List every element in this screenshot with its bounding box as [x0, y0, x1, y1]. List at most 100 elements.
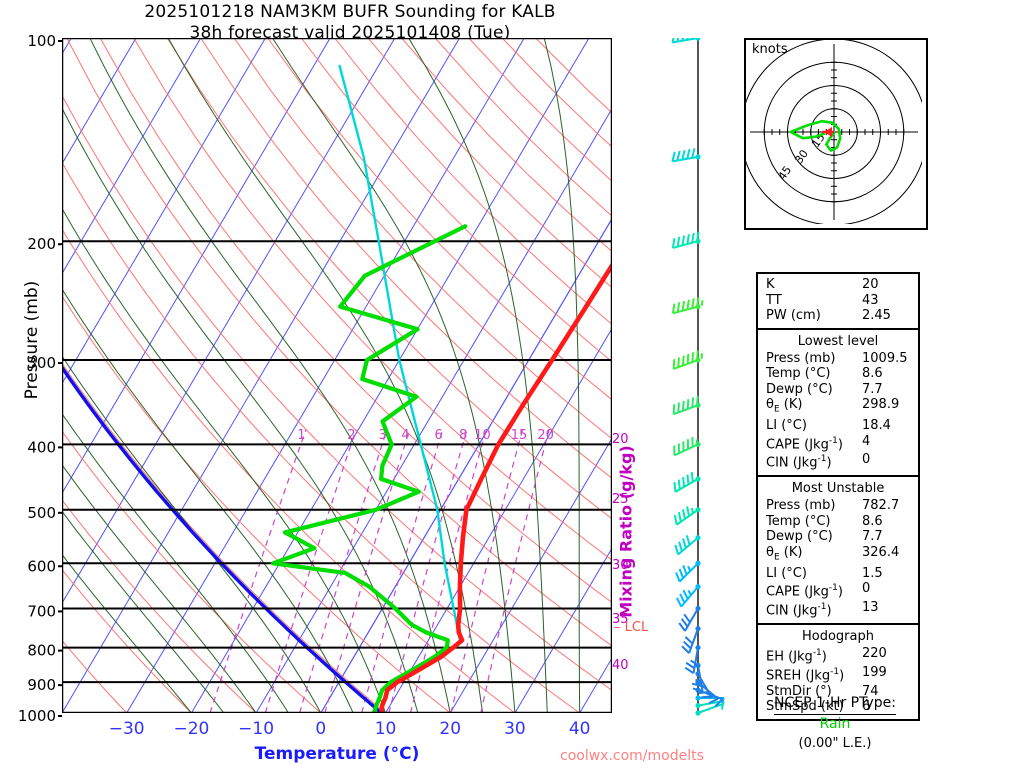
temperature-tick-labels: −30 −20 −10 0 10 20 30 40 — [109, 719, 591, 739]
stat-key: StmDir (°) — [766, 683, 832, 699]
stat-key: CIN (Jkg-1) — [766, 454, 832, 471]
lowest-level-heading: Lowest level — [797, 333, 879, 349]
stats-section-hodograph: Hodograph EH (Jkg-1) 220 SREH (Jkg-1) 199 St… — [758, 625, 918, 719]
stat-key: StmSpd (kt) — [766, 699, 844, 715]
stat-row: TT 43 — [758, 293, 918, 309]
stats-section-lowest-level: Lowest level Press (mb) 1009.5 Temp (°C) 8.… — [758, 330, 918, 478]
ptype-heading: NCEP 1-Hr PType: — [774, 694, 896, 715]
hodograph-units-label: knots — [752, 42, 788, 57]
svg-text:30: 30 — [504, 719, 526, 739]
stat-value: 13 — [862, 600, 879, 616]
height-label-20: 20 — [612, 432, 629, 447]
stat-value: 2.45 — [862, 308, 891, 323]
svg-text:20: 20 — [439, 719, 461, 739]
ncep-ptype-panel: NCEP 1-Hr PType: Rain (0.00" L.E.) — [740, 694, 930, 753]
stat-value: 1009.5 — [862, 350, 908, 366]
svg-text:200: 200 — [27, 235, 56, 253]
stat-row: Temp (°C) 8.6 — [758, 514, 918, 530]
sounding-stats-panel: K 20 TT 43 PW (cm) 2.45 Lowest level Press (m… — [756, 272, 920, 721]
svg-text:1: 1 — [297, 428, 305, 443]
stat-row: SREH (Jkg-1) 199 — [758, 665, 918, 684]
stat-value: 782.7 — [862, 498, 900, 514]
stat-value: 8.6 — [862, 366, 883, 381]
svg-text:45: 45 — [776, 164, 795, 183]
stat-value: 43 — [862, 292, 879, 308]
svg-text:2: 2 — [347, 428, 355, 443]
svg-text:700: 700 — [27, 602, 56, 620]
svg-text:900: 900 — [27, 676, 56, 694]
stat-key: TT — [766, 292, 782, 308]
stat-key: K — [766, 277, 775, 292]
height-label-35: 35 — [612, 612, 629, 627]
stat-key: Dewp (°C) — [766, 529, 833, 545]
svg-text:300: 300 — [27, 354, 56, 372]
stat-row: Press (mb) 782.7 — [758, 498, 918, 514]
stat-row: LI (°C) 1.5 — [758, 566, 918, 582]
stat-row: EH (Jkg-1) 220 — [758, 646, 918, 665]
hodograph-stats-heading: Hodograph — [802, 629, 874, 644]
svg-text:100: 100 — [27, 32, 56, 50]
stat-key: θE (K) — [766, 397, 803, 415]
stat-row: StmSpd (kt) 6 — [758, 699, 918, 715]
stat-value: 7.7 — [862, 381, 883, 397]
svg-text:10: 10 — [375, 719, 397, 739]
stat-value: 0 — [862, 581, 871, 597]
stat-value: 0 — [862, 452, 871, 468]
lcl-text: LCL — [624, 620, 649, 635]
stat-key: EH (Jkg-1) — [766, 648, 827, 665]
height-label-30: 30 — [612, 558, 629, 573]
hodograph-panel: knots 15 30 45 — [744, 38, 928, 230]
stat-key: CIN (Jkg-1) — [766, 602, 832, 619]
stat-row: StmDir (°) 74 — [758, 684, 918, 700]
stat-row: θE (K) 298.9 — [758, 397, 918, 418]
stat-value: 18.4 — [862, 418, 891, 434]
stat-key: CAPE (Jkg-1) — [766, 583, 843, 600]
credit-text: coolwx.com/modelts — [560, 748, 704, 764]
stats-section-most-unstable: Most Unstable Press (mb) 782.7 Temp (°C) 8.… — [758, 477, 918, 625]
stat-row: K 20 — [758, 277, 918, 293]
stat-key: Temp (°C) — [766, 513, 831, 529]
stat-row: Dewp (°C) 7.7 — [758, 382, 918, 398]
svg-text:400: 400 — [27, 438, 56, 456]
svg-text:20: 20 — [537, 428, 554, 443]
svg-text:0: 0 — [315, 719, 326, 739]
pressure-tick-labels: 100 200 300 400 500 600 700 800 900 1000 — [18, 32, 62, 725]
stats-section-indices: K 20 TT 43 PW (cm) 2.45 — [758, 274, 918, 330]
wind-barb-column — [671, 38, 725, 716]
stat-value: 8.6 — [862, 513, 883, 529]
stat-row: CAPE (Jkg-1) 0 — [758, 581, 918, 600]
stat-key: PW (cm) — [766, 308, 821, 323]
stat-key: CAPE (Jkg-1) — [766, 435, 843, 452]
stat-key: θE (K) — [766, 544, 803, 563]
stat-value: 1.5 — [862, 565, 883, 581]
stat-row: θE (K) 326.4 — [758, 545, 918, 566]
height-label-40: 40 — [612, 658, 629, 673]
svg-text:4: 4 — [401, 428, 409, 443]
svg-text:600: 600 — [27, 557, 56, 575]
svg-text:8: 8 — [459, 428, 467, 443]
stat-key: Press (mb) — [766, 498, 836, 514]
stat-value: 4 — [862, 433, 871, 449]
stat-value: 298.9 — [862, 397, 900, 412]
svg-text:800: 800 — [27, 642, 56, 660]
svg-text:15: 15 — [511, 428, 528, 443]
lcl-label: – LCL — [614, 620, 649, 635]
stat-value: 220 — [862, 646, 887, 661]
svg-text:−10: −10 — [238, 719, 274, 739]
stat-key: LI (°C) — [766, 418, 807, 434]
skewt-diagram: 1 2 3 4 6 8 10 15 20 — [62, 38, 612, 713]
stat-value: 326.4 — [862, 544, 900, 560]
stat-value: 6 — [862, 699, 871, 715]
height-label-25: 25 — [612, 492, 629, 507]
stat-value: 7.7 — [862, 529, 883, 545]
stat-value: 74 — [862, 683, 879, 699]
stat-row: LI (°C) 18.4 — [758, 418, 918, 434]
svg-text:6: 6 — [435, 428, 443, 443]
svg-text:1000: 1000 — [18, 707, 56, 725]
ptype-value: Rain — [819, 716, 851, 732]
stat-row: CIN (Jkg-1) 0 — [758, 452, 918, 471]
svg-text:40: 40 — [569, 719, 591, 739]
stat-row: Dewp (°C) 7.7 — [758, 529, 918, 545]
stat-key: Temp (°C) — [766, 366, 831, 381]
